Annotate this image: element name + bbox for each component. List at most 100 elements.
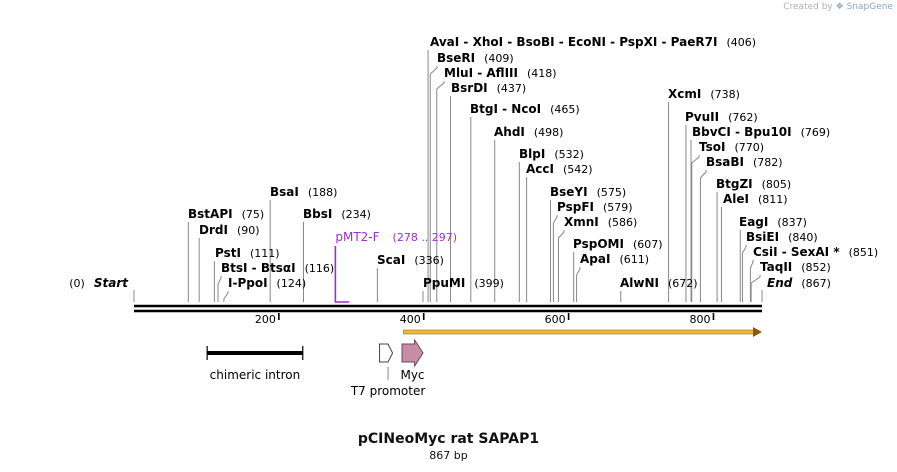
site-position: (852): [801, 261, 831, 274]
site-name: BsaI: [270, 185, 299, 199]
site-name: BtsI - BtsαI: [221, 261, 296, 275]
site-position: (406): [726, 36, 756, 49]
site-name: AleI: [723, 192, 749, 206]
site-position: (586): [608, 216, 638, 229]
restriction-site-label[interactable]: BseYI (575): [550, 185, 626, 199]
restriction-site-label[interactable]: XmnI (586): [564, 215, 637, 229]
site-name: TsoI: [699, 140, 725, 154]
site-position: (409): [484, 52, 514, 65]
ruler-tick-label: 800: [689, 313, 710, 326]
site-name: PvuII: [685, 110, 719, 124]
snapgene-logo-icon: ❖: [835, 2, 844, 12]
restriction-site-label[interactable]: BsrDI (437): [451, 81, 526, 95]
restriction-site-label[interactable]: AccI (542): [526, 162, 593, 176]
site-position: (437): [497, 82, 527, 95]
restriction-site-label[interactable]: BsiEI (840): [746, 230, 818, 244]
start-position: (0): [69, 277, 85, 290]
restriction-site-label[interactable]: BlpI (532): [519, 147, 584, 161]
site-name: BseYI: [550, 185, 588, 199]
site-leader-lines: [187, 50, 761, 302]
site-leader: [217, 276, 222, 302]
orf-arrow[interactable]: [403, 329, 755, 335]
restriction-site-label[interactable]: DrdI (90): [199, 223, 260, 237]
restriction-site-label[interactable]: BbvCI - Bpu10I (769): [692, 125, 830, 139]
end-label: End (867): [767, 276, 831, 290]
restriction-site-label[interactable]: MluI - AflIII (418): [444, 66, 557, 80]
credit-prefix: Created by: [783, 2, 833, 12]
site-name: TaqII: [760, 260, 792, 274]
site-leader: [699, 170, 707, 302]
site-position: (738): [710, 88, 740, 101]
site-position: (111): [250, 247, 280, 260]
intron-label: chimeric intron: [210, 368, 301, 382]
site-leader: [576, 267, 581, 302]
credit-brand: SnapGene: [846, 2, 893, 12]
site-name: BtgZI: [716, 177, 753, 191]
site-leader: [429, 66, 438, 302]
site-position: (532): [554, 148, 584, 161]
site-name: CsiI - SexAI *: [753, 245, 840, 259]
restriction-site-label[interactable]: BsaI (188): [270, 185, 337, 199]
site-labels: BstAPI (75) DrdI (90) PstI (111)BtsI - BtsαI (…: [188, 35, 878, 290]
site-name: BsiEI: [746, 230, 779, 244]
site-leader: [750, 275, 761, 302]
restriction-site-label[interactable]: BsaBI (782): [706, 155, 783, 169]
map-length: 867 bp: [429, 449, 468, 462]
start-label: (0) Start: [69, 276, 129, 290]
promoter-arrow[interactable]: [379, 343, 394, 363]
restriction-site-label[interactable]: AhdI (498): [494, 125, 563, 139]
restriction-site-label[interactable]: BtsI - BtsαI (116): [221, 261, 334, 275]
restriction-site-label[interactable]: AleI (811): [723, 192, 788, 206]
restriction-site-label[interactable]: XcmI (738): [668, 87, 740, 101]
site-position: (607): [633, 238, 663, 251]
restriction-site-label[interactable]: TaqII (852): [760, 260, 831, 274]
restriction-site-label[interactable]: PspFI (579): [557, 200, 633, 214]
site-position: (124): [277, 277, 307, 290]
end-text: End: [767, 276, 793, 290]
restriction-site-label[interactable]: BstAPI (75): [188, 207, 264, 221]
restriction-site-label[interactable]: CsiI - SexAI * (851): [753, 245, 878, 259]
site-name: BbvCI - Bpu10I: [692, 125, 792, 139]
site-position: (811): [758, 193, 788, 206]
restriction-site-label[interactable]: ApaI (611): [580, 252, 649, 266]
intron-bar[interactable]: [207, 351, 303, 355]
ruler-tick-label: 600: [545, 313, 566, 326]
restriction-site-label[interactable]: AlwNI (672): [620, 276, 698, 290]
promoter-label: T7 promoter: [350, 384, 426, 398]
site-leader: [552, 215, 558, 302]
restriction-site-label[interactable]: I-PpoI (124): [228, 276, 306, 290]
site-name: BsrDI: [451, 81, 488, 95]
site-name: ScaI: [377, 253, 405, 267]
site-name: PspFI: [557, 200, 594, 214]
site-position: (418): [527, 67, 557, 80]
restriction-site-label[interactable]: BseRI (409): [437, 51, 514, 65]
site-position: (851): [849, 246, 879, 259]
ruler-tick-label: 200: [255, 313, 276, 326]
restriction-site-label[interactable]: ScaI (336): [377, 253, 444, 267]
site-position: (579): [603, 201, 633, 214]
restriction-site-label[interactable]: PspOMI (607): [573, 237, 663, 251]
restriction-site-label[interactable]: BtgI - NcoI (465): [470, 102, 580, 116]
restriction-site-label[interactable]: PvuII (762): [685, 110, 758, 124]
site-position: (805): [762, 178, 792, 191]
site-name: DrdI: [199, 223, 228, 237]
restriction-site-label[interactable]: PstI (111): [215, 246, 280, 260]
primer-pMT2-F[interactable]: pMT2-F (278 .. 297): [334, 230, 457, 303]
primer-label: pMT2-F (278 .. 297): [335, 230, 457, 244]
site-position: (770): [734, 141, 764, 154]
site-position: (116): [305, 262, 335, 275]
restriction-site-label[interactable]: EagI (837): [739, 215, 807, 229]
restriction-site-label[interactable]: PpuMI (399): [423, 276, 504, 290]
site-position: (672): [668, 277, 698, 290]
site-name: PpuMI: [423, 276, 465, 290]
site-position: (542): [563, 163, 593, 176]
site-position: (234): [341, 208, 371, 221]
myc-tag-arrow[interactable]: [401, 338, 424, 368]
restriction-site-label[interactable]: TsoI (770): [699, 140, 764, 154]
site-leader: [749, 260, 754, 302]
site-name: BsaBI: [706, 155, 744, 169]
restriction-site-label[interactable]: AvaI - XhoI - BsoBI - EcoNI - PspXI - Pa…: [430, 35, 756, 49]
restriction-site-label[interactable]: BtgZI (805): [716, 177, 791, 191]
restriction-site-label[interactable]: BbsI (234): [303, 207, 371, 221]
